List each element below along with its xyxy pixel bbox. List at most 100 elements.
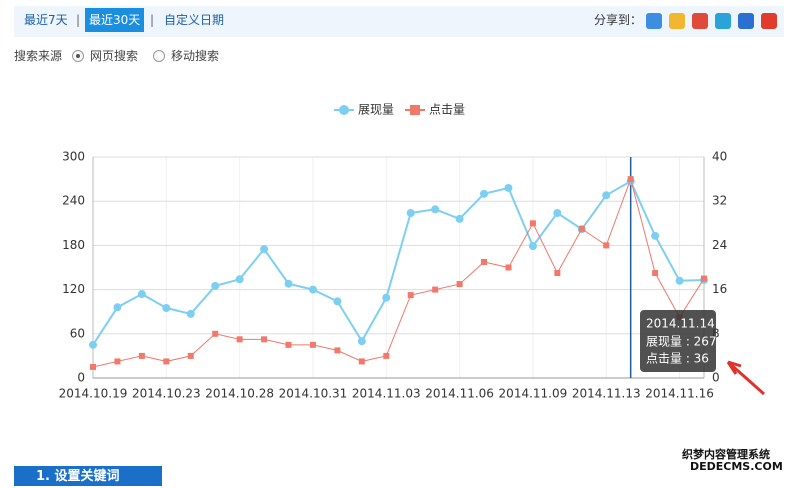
point <box>187 352 194 359</box>
y2-tick-label: 0 <box>712 371 720 385</box>
x-tick-label: 2014.10.19 <box>59 387 128 401</box>
y-tick-label: 300 <box>62 150 85 164</box>
point <box>235 275 244 284</box>
point <box>236 336 243 343</box>
legend-marker <box>410 105 420 115</box>
tab[interactable]: 最近7天 <box>24 13 68 27</box>
share-icon[interactable] <box>646 13 662 29</box>
y2-tick-label: 16 <box>712 282 727 296</box>
watermark: 织梦内容管理系统 <box>682 448 770 461</box>
point <box>285 341 292 348</box>
point <box>308 285 317 294</box>
point <box>406 208 415 217</box>
share-icon[interactable] <box>761 13 777 29</box>
point <box>553 208 562 217</box>
radio-option[interactable]: 移动搜索 <box>153 47 219 65</box>
x-tick-label: 2014.10.23 <box>132 387 201 401</box>
point <box>480 189 489 198</box>
radio[interactable] <box>72 50 84 62</box>
x-tick-label: 2014.11.13 <box>572 387 641 401</box>
share-icon[interactable] <box>738 13 754 29</box>
point <box>334 347 341 354</box>
tooltip-row: 点击量 : 36 <box>646 352 709 366</box>
point <box>529 220 536 227</box>
tooltip-row: 展现量 : 267 <box>646 335 717 349</box>
button[interactable]: 1. 设置关键词 <box>14 466 162 486</box>
point <box>89 340 97 349</box>
point <box>504 183 513 192</box>
y2-tick-label: 24 <box>712 238 727 252</box>
point <box>114 358 121 365</box>
point <box>432 286 439 293</box>
point <box>138 352 145 359</box>
y2-tick-label: 32 <box>712 194 727 208</box>
tooltip <box>640 310 716 372</box>
point <box>186 309 195 318</box>
series-line <box>92 179 705 346</box>
point <box>431 205 440 214</box>
point <box>603 242 610 249</box>
legend-label: 展现量 <box>358 103 394 117</box>
point <box>358 358 365 365</box>
x-tick-label: 2014.10.31 <box>279 387 348 401</box>
y-tick-label: 180 <box>62 238 85 252</box>
point <box>456 281 463 288</box>
point <box>163 358 170 365</box>
point <box>528 242 537 251</box>
point <box>675 276 684 285</box>
radio-label: 移动搜索 <box>171 49 220 63</box>
point <box>651 231 660 240</box>
point <box>602 191 611 200</box>
point <box>554 270 561 277</box>
point <box>309 341 316 348</box>
point <box>284 279 293 288</box>
radio-label: 网页搜索 <box>90 49 139 63</box>
share-icon[interactable] <box>715 13 731 29</box>
series-line <box>92 177 705 368</box>
x-tick-label: 2014.11.09 <box>499 387 568 401</box>
point <box>481 258 488 265</box>
y2-tick-label: 40 <box>712 150 727 164</box>
tab[interactable]: 自定义日期 <box>164 13 225 27</box>
y-tick-label: 240 <box>62 194 85 208</box>
legend-label: 点击量 <box>429 103 465 117</box>
separator: | <box>150 13 155 27</box>
point <box>90 363 96 370</box>
tab-active[interactable]: 最近30天 <box>85 8 145 32</box>
y-tick-label: 60 <box>70 326 85 340</box>
point <box>652 270 659 277</box>
watermark: DEDECMS.COM <box>690 460 783 473</box>
point <box>701 275 707 282</box>
point <box>505 264 512 271</box>
point <box>333 297 342 306</box>
point <box>382 293 391 302</box>
point <box>137 290 146 299</box>
arrow <box>726 360 765 396</box>
point <box>455 214 464 223</box>
point <box>212 330 219 337</box>
point <box>578 225 585 232</box>
separator: | <box>76 13 81 27</box>
source-label: 搜索来源 <box>14 49 63 63</box>
y-tick-label: 0 <box>77 371 85 385</box>
point <box>211 281 220 290</box>
point <box>260 245 269 254</box>
point <box>162 304 171 313</box>
point <box>383 352 390 359</box>
radio-option[interactable]: 网页搜索 <box>72 47 138 65</box>
point <box>357 337 366 346</box>
share-icon[interactable] <box>692 13 708 29</box>
point <box>407 292 414 299</box>
y-tick-label: 120 <box>62 282 85 296</box>
share-icon[interactable] <box>669 13 685 29</box>
share-label: 分享到： <box>594 13 643 27</box>
radio[interactable] <box>153 50 165 62</box>
tooltip-date: 2014.11.14 <box>646 317 715 331</box>
point <box>627 176 634 183</box>
point <box>261 336 268 343</box>
legend-marker <box>339 105 349 115</box>
x-tick-label: 2014.11.03 <box>352 387 421 401</box>
x-tick-label: 2014.10.28 <box>205 387 274 401</box>
